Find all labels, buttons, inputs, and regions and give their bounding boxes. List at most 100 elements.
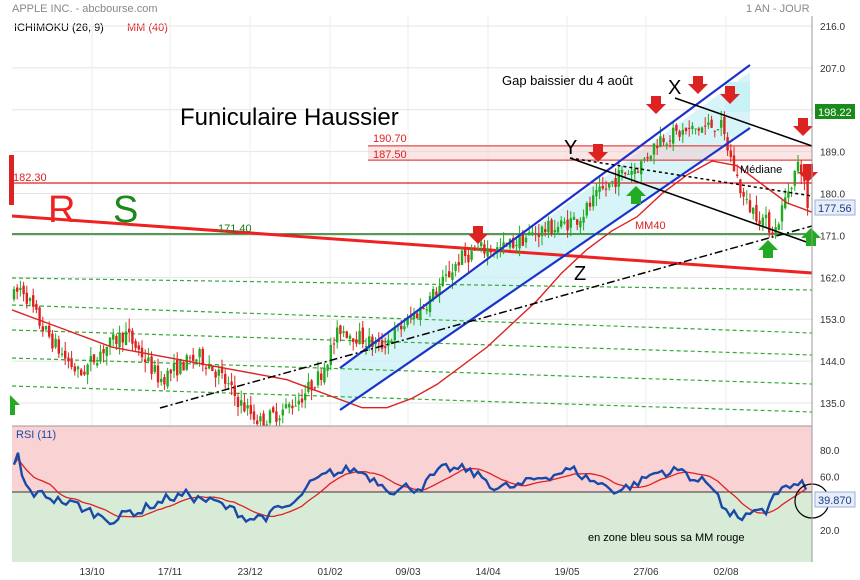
candle-body	[572, 216, 576, 220]
candle-body	[659, 136, 662, 147]
candle-body	[284, 404, 288, 409]
rsi-line	[12, 452, 808, 526]
candle-body	[524, 237, 528, 243]
candle-body	[124, 331, 128, 346]
y-tick-label: 180.0	[820, 190, 845, 201]
candle-body	[563, 221, 566, 224]
candle-body	[444, 274, 448, 276]
candle-body	[294, 405, 297, 407]
left-green-marker-icon	[10, 395, 20, 415]
candle-body	[35, 303, 38, 310]
candle-body	[736, 174, 739, 176]
candle-body	[720, 119, 723, 128]
candle-body	[25, 292, 28, 304]
mm40-label: MM40	[635, 220, 666, 232]
candle-body	[534, 233, 537, 235]
candle-body	[723, 116, 726, 135]
sell-arrow-icon	[468, 226, 488, 244]
x-tick-label: 02/08	[713, 567, 738, 578]
candle-body	[713, 130, 716, 132]
candle-body	[422, 308, 425, 310]
candle-body	[201, 348, 204, 366]
blue-channel	[339, 64, 751, 411]
candle-body	[467, 254, 470, 263]
candle-body	[259, 416, 262, 422]
candle-body	[281, 409, 284, 416]
y-tick-label: 189.0	[820, 148, 845, 159]
y-tick-label: 216.0	[820, 22, 845, 33]
candle-body	[377, 339, 380, 342]
candle-body	[323, 367, 326, 383]
candle-body	[32, 295, 35, 307]
candle-body	[131, 330, 134, 344]
candle-body	[112, 334, 115, 340]
candle-body	[115, 335, 118, 345]
label-z: Z	[574, 263, 586, 285]
rs-line	[11, 214, 813, 275]
level-171-label: 171.40	[218, 223, 252, 235]
y-tick-label: 153.0	[820, 315, 845, 326]
candle-body	[476, 247, 480, 249]
candle-body	[604, 188, 608, 190]
buy-arrow-icon	[801, 228, 821, 246]
candle-body	[771, 232, 774, 235]
candle-body	[435, 291, 438, 296]
candle-body	[553, 230, 556, 233]
candle-body	[457, 262, 460, 266]
candle-body	[617, 170, 620, 187]
candle-body	[307, 381, 310, 392]
label-r: R	[48, 189, 75, 231]
candle-body	[121, 332, 124, 343]
candle-body	[108, 337, 112, 346]
candle-body	[585, 203, 588, 216]
candle-body	[83, 371, 86, 375]
candle-body	[16, 287, 19, 292]
candle-body	[547, 220, 550, 233]
buy-arrow-icon	[758, 240, 778, 258]
candle-body	[544, 229, 547, 233]
candle-body	[764, 214, 768, 219]
rsi-tick-label: 80.0	[820, 446, 840, 457]
candle-body	[796, 161, 800, 172]
rsi-tick-label: 60.0	[820, 473, 840, 484]
candle-body	[128, 328, 131, 333]
candle-body	[371, 336, 374, 347]
candle-body	[668, 140, 672, 142]
candle-body	[339, 325, 342, 335]
candle-body	[707, 122, 710, 125]
candle-body	[182, 362, 185, 371]
candle-body	[172, 363, 176, 372]
candle-body	[729, 150, 732, 158]
level-182-label: 182.30	[13, 172, 47, 184]
candle-body	[252, 411, 256, 420]
candle-body	[678, 131, 681, 137]
candle-body	[352, 338, 355, 342]
candle-body	[537, 233, 540, 237]
candle-body	[361, 327, 364, 344]
candle-body	[483, 244, 486, 254]
candle-body	[163, 377, 166, 385]
candle-body	[780, 205, 784, 222]
candle-body	[745, 199, 748, 201]
candle-body	[800, 164, 803, 175]
candle-body	[38, 307, 41, 326]
candle-body	[297, 400, 300, 405]
candle-body	[313, 387, 316, 389]
candle-body	[528, 232, 531, 236]
candle-body	[246, 405, 249, 409]
rsi-badge-text: 39.870	[818, 495, 852, 507]
candle-body	[89, 356, 92, 363]
candle-body	[384, 346, 387, 348]
candle-body	[300, 398, 304, 403]
candle-body	[473, 249, 476, 251]
candle-body	[521, 231, 524, 246]
rsi-overbought-zone	[12, 426, 812, 492]
candle-body	[448, 271, 451, 278]
left-red-marker	[9, 155, 14, 205]
x-tick-label: 23/12	[237, 567, 262, 578]
x-tick-label: 13/10	[79, 567, 104, 578]
candle-body	[329, 344, 332, 366]
candle-body	[777, 224, 780, 230]
candle-body	[320, 373, 323, 380]
